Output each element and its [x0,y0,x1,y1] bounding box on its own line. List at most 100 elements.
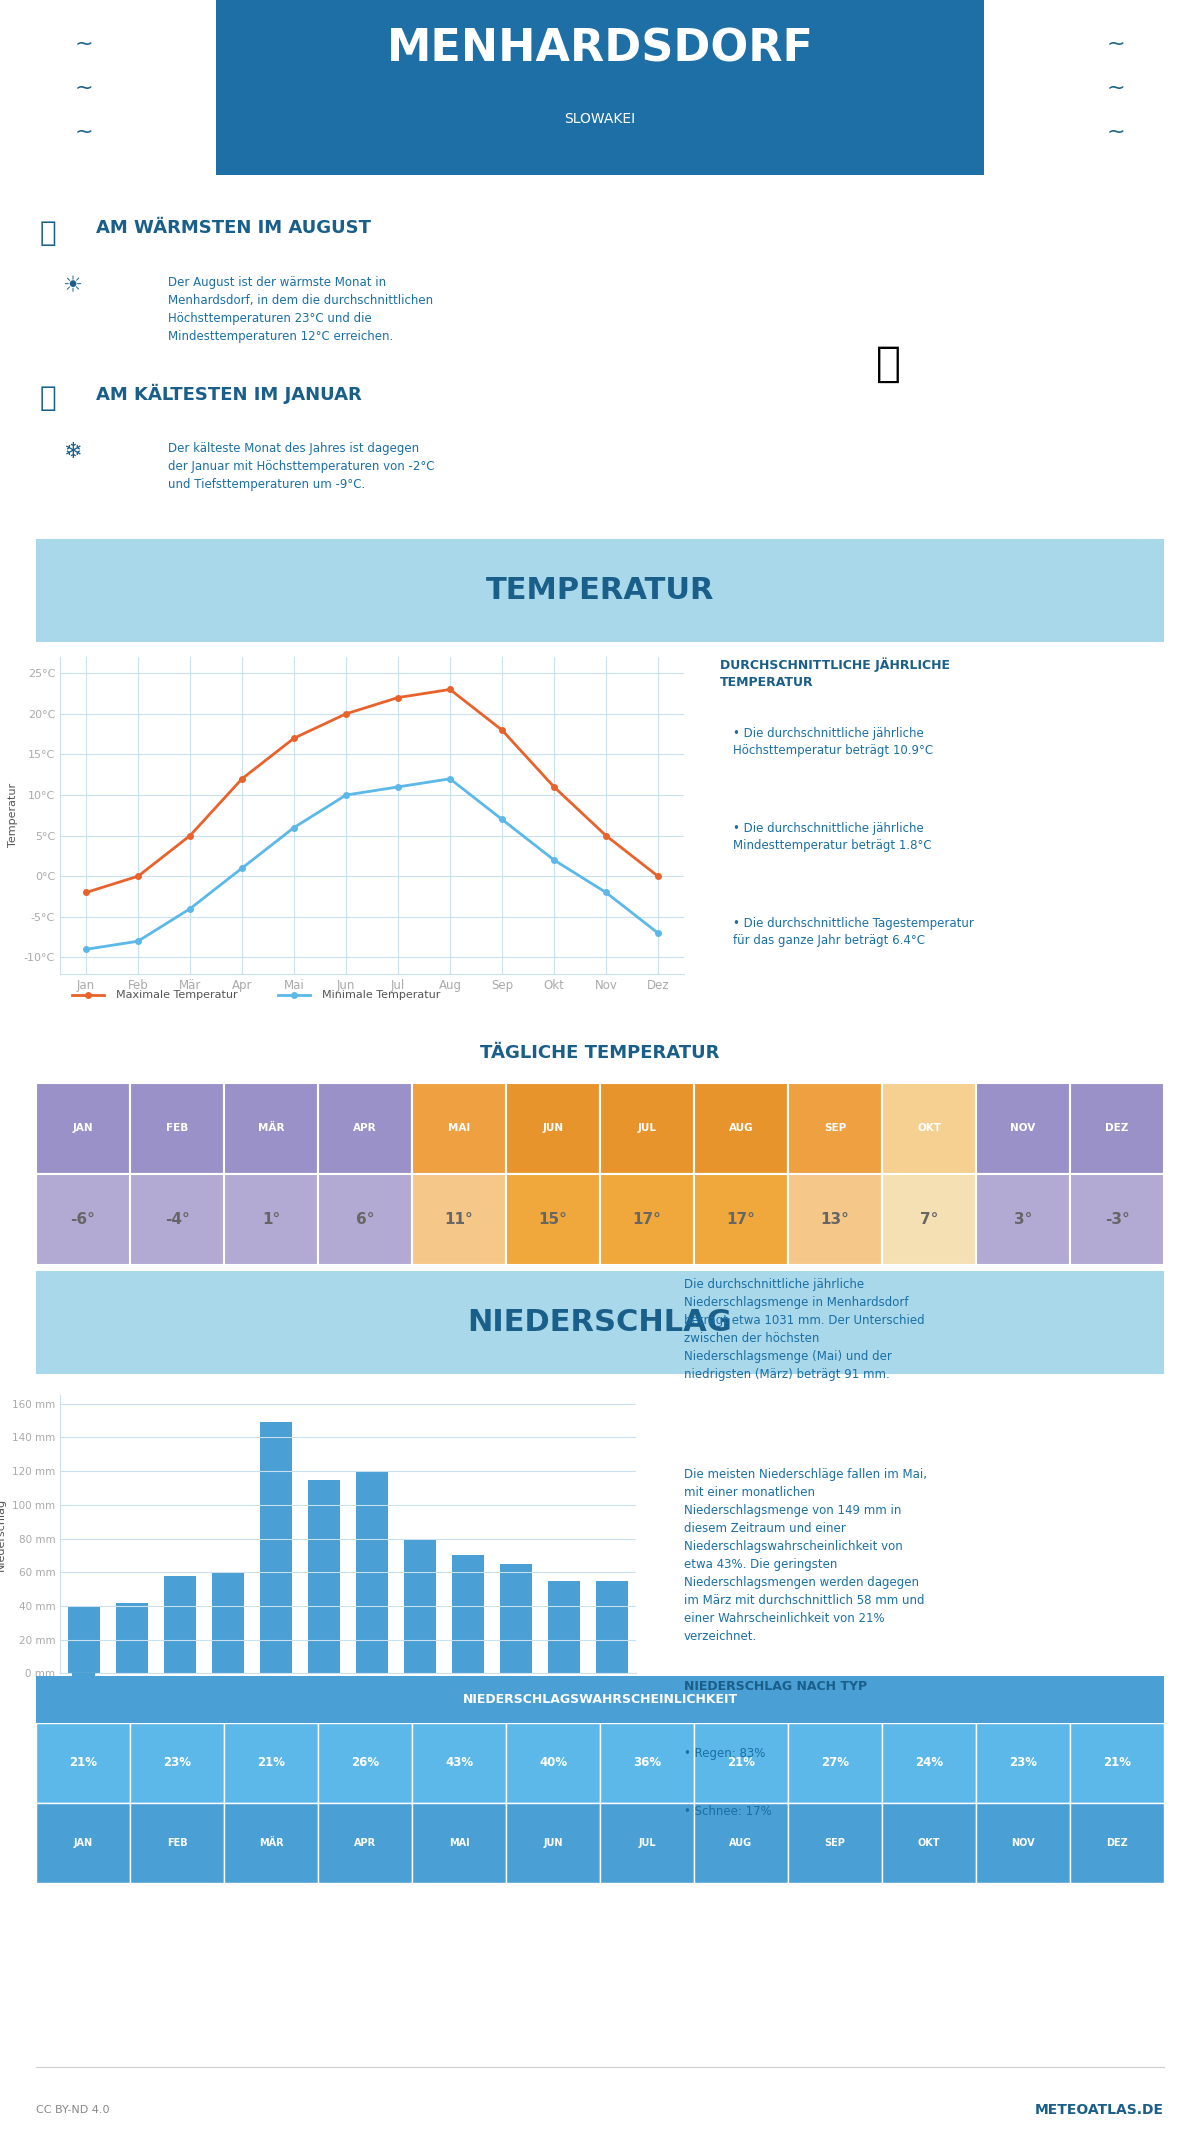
FancyBboxPatch shape [412,1173,506,1265]
Text: 21%: 21% [257,1757,286,1770]
Text: 17°: 17° [632,1211,661,1226]
Text: Der August ist der wärmste Monat in
Menhardsdorf, in dem die durchschnittlichen
: Der August ist der wärmste Monat in Menh… [168,276,433,342]
Minimale Temperatur [599,880,613,905]
Text: Die meisten Niederschläge fallen im Mai,
mit einer monatlichen
Niederschlagsmeng: Die meisten Niederschläge fallen im Mai,… [684,1468,926,1644]
Maximale Temperatur [131,862,145,888]
FancyBboxPatch shape [224,1723,318,1802]
Bar [548,1581,580,1673]
FancyBboxPatch shape [224,1802,318,1883]
Text: 17°: 17° [726,1211,756,1226]
Text: MÄR: MÄR [259,1838,283,1849]
FancyBboxPatch shape [130,1083,224,1173]
Text: TEMPERATUR: TEMPERATUR [486,576,714,606]
Text: APR: APR [353,1124,377,1134]
FancyBboxPatch shape [130,1802,224,1883]
Text: 23%: 23% [163,1757,191,1770]
Text: ☀: ☀ [62,276,82,295]
FancyBboxPatch shape [13,537,1187,644]
Text: 🗺: 🗺 [876,342,900,385]
Maximale Temperatur [494,717,509,743]
Bar [500,1564,532,1673]
Text: APR: APR [354,1838,376,1849]
Text: • Die durchschnittliche Tagestemperatur
für das ganze Jahr beträgt 6.4°C: • Die durchschnittliche Tagestemperatur … [733,916,974,946]
Text: 27%: 27% [821,1757,850,1770]
Minimale Temperatur [182,897,197,922]
Text: 43%: 43% [445,1757,473,1770]
Text: NIEDERSCHLAG NACH TYP: NIEDERSCHLAG NACH TYP [684,1680,868,1693]
Text: MÄR: MÄR [258,1124,284,1134]
Text: OKT: OKT [918,1838,941,1849]
Text: • Die durchschnittliche jährliche
Mindesttemperatur beträgt 1.8°C: • Die durchschnittliche jährliche Mindes… [733,822,932,852]
Text: SEP: SEP [824,1838,846,1849]
FancyBboxPatch shape [318,1723,412,1802]
FancyBboxPatch shape [36,1083,130,1173]
Text: 🌡: 🌡 [40,218,56,246]
Text: JUL: JUL [637,1124,656,1134]
Maximale Temperatur [599,822,613,847]
FancyBboxPatch shape [976,1723,1070,1802]
Text: NOV: NOV [1012,1838,1034,1849]
FancyBboxPatch shape [506,1802,600,1883]
Text: ~: ~ [74,122,94,141]
Y-axis label: Temperatur: Temperatur [8,783,18,847]
Text: ~: ~ [74,34,94,54]
Bar [596,1581,628,1673]
FancyBboxPatch shape [506,1173,600,1265]
Minimale Temperatur [494,807,509,832]
Text: Die durchschnittliche jährliche
Niederschlagsmenge in Menhardsdorf
beträgt etwa : Die durchschnittliche jährliche Niedersc… [684,1278,925,1380]
Text: DURCHSCHNITTLICHE JÄHRLICHE
TEMPERATUR: DURCHSCHNITTLICHE JÄHRLICHE TEMPERATUR [720,657,950,689]
FancyBboxPatch shape [788,1083,882,1173]
FancyBboxPatch shape [882,1723,976,1802]
Text: 1°: 1° [262,1211,280,1226]
Text: DEZ: DEZ [1106,1838,1128,1849]
FancyBboxPatch shape [788,1723,882,1802]
FancyBboxPatch shape [318,1173,412,1265]
Minimale Temperatur [650,920,665,946]
FancyBboxPatch shape [882,1173,976,1265]
Text: JUL: JUL [638,1838,656,1849]
Text: CC BY-ND 4.0: CC BY-ND 4.0 [36,2106,109,2114]
Minimale Temperatur [131,929,145,954]
FancyBboxPatch shape [36,1173,130,1265]
FancyBboxPatch shape [600,1173,694,1265]
Line: Minimale Temperatur: Minimale Temperatur [83,777,661,952]
FancyBboxPatch shape [1070,1723,1164,1802]
FancyBboxPatch shape [36,1676,1164,1723]
Text: 40%: 40% [539,1757,568,1770]
FancyBboxPatch shape [412,1723,506,1802]
FancyBboxPatch shape [600,1723,694,1802]
FancyBboxPatch shape [694,1723,788,1802]
Text: ~: ~ [1106,122,1126,141]
Bar [452,1556,484,1673]
FancyBboxPatch shape [36,1802,130,1883]
Bar [260,1423,292,1673]
FancyBboxPatch shape [36,1723,130,1802]
FancyBboxPatch shape [224,1083,318,1173]
Bar [116,1603,148,1673]
Text: Niederschlagssumme: Niederschlagssumme [106,1686,227,1695]
Text: SLOWAKEI: SLOWAKEI [564,111,636,126]
FancyBboxPatch shape [318,1802,412,1883]
Text: SEP: SEP [824,1124,846,1134]
Text: 15°: 15° [539,1211,568,1226]
Text: NOV: NOV [1010,1124,1036,1134]
FancyBboxPatch shape [506,1723,600,1802]
FancyBboxPatch shape [506,1083,600,1173]
Polygon shape [216,0,984,175]
Bar [404,1539,436,1673]
Text: JUN: JUN [542,1124,564,1134]
Text: ❄: ❄ [62,441,82,462]
FancyBboxPatch shape [694,1802,788,1883]
FancyBboxPatch shape [130,1173,224,1265]
FancyBboxPatch shape [412,1083,506,1173]
Text: 7°: 7° [920,1211,938,1226]
Text: 21%: 21% [1103,1757,1132,1770]
Bar [164,1575,196,1673]
Text: TÄGLICHE TEMPERATUR: TÄGLICHE TEMPERATUR [480,1044,720,1061]
FancyBboxPatch shape [600,1083,694,1173]
Maximale Temperatur [287,725,301,751]
Text: OKT: OKT [917,1124,941,1134]
Text: 21%: 21% [727,1757,755,1770]
Text: 🌡: 🌡 [40,383,56,413]
Text: 21%: 21% [70,1757,97,1770]
